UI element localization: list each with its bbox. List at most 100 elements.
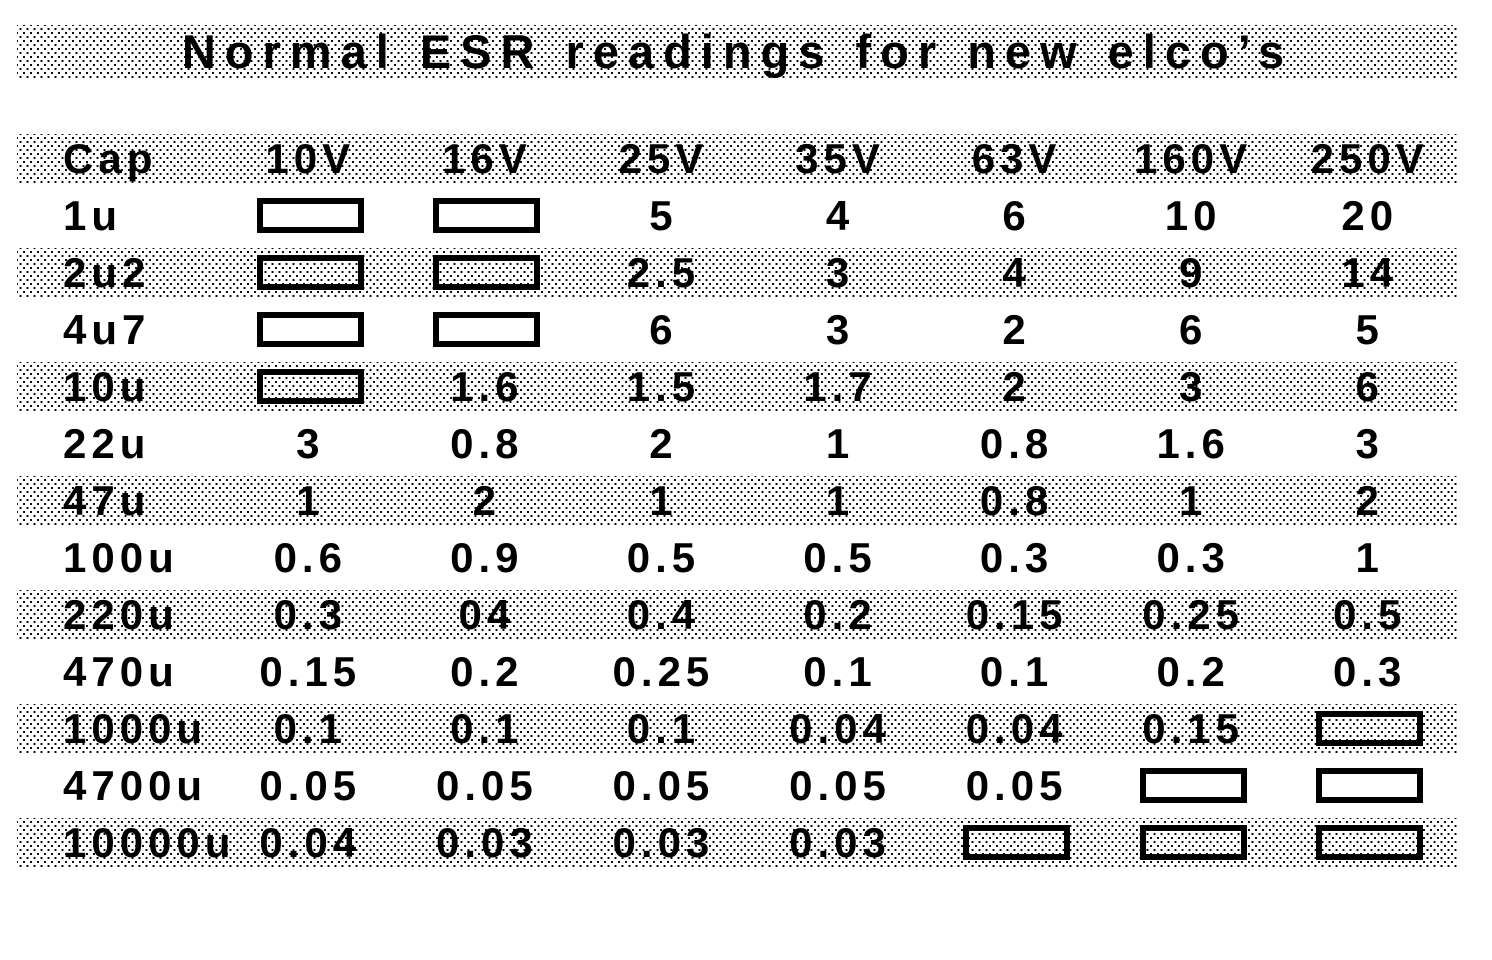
esr-value-cell: 1 bbox=[1281, 529, 1458, 586]
column-header-voltage: 16V bbox=[399, 134, 576, 183]
esr-value: 0.8 bbox=[450, 419, 524, 467]
cap-cell: 220u bbox=[17, 590, 222, 639]
esr-value-cell: 1 bbox=[752, 476, 929, 525]
cap-label: 10u bbox=[63, 362, 151, 410]
column-header-cap: Cap bbox=[17, 134, 222, 183]
esr-value-cell: 0.1 bbox=[928, 643, 1105, 700]
column-header-voltage: 25V bbox=[575, 134, 752, 183]
esr-value: 4 bbox=[1002, 248, 1031, 296]
esr-value: 6 bbox=[1178, 305, 1208, 353]
esr-value-cell bbox=[399, 301, 576, 358]
esr-value-cell: 0.04 bbox=[222, 818, 399, 867]
empty-reading-box bbox=[1316, 768, 1424, 803]
esr-value-cell bbox=[928, 818, 1105, 867]
cap-cell: 470u bbox=[17, 643, 222, 700]
esr-value: 5 bbox=[649, 191, 678, 239]
table-row: 10000u 0.04 0.03 0.03 0.03 bbox=[17, 814, 1458, 871]
esr-value: 0.2 bbox=[450, 647, 524, 695]
esr-value: 0.25 bbox=[612, 647, 715, 695]
esr-value: 6 bbox=[1355, 362, 1384, 410]
table-row: 100u 0.6 0.9 0.5 0.5 0.3 0.3 1 bbox=[17, 529, 1458, 586]
esr-value-cell: 20 bbox=[1281, 187, 1458, 244]
esr-value: 6 bbox=[1002, 191, 1031, 239]
esr-value: 0.05 bbox=[789, 761, 891, 809]
empty-reading-box bbox=[963, 825, 1071, 860]
esr-value: 0.15 bbox=[965, 590, 1068, 638]
esr-value: 0.5 bbox=[1333, 590, 1407, 638]
cap-label: 1000u bbox=[63, 704, 208, 752]
esr-value-cell: 2 bbox=[1281, 476, 1458, 525]
esr-value-cell: 1.7 bbox=[752, 362, 929, 411]
esr-value: 0.3 bbox=[1156, 533, 1230, 581]
esr-table: Cap 10V 16V 25V 35V 63V 160V 250V 1u 5 4 6 10 20 2u2 2.… bbox=[17, 130, 1458, 871]
esr-value-cell: 0.2 bbox=[399, 643, 576, 700]
cap-cell: 1000u bbox=[17, 704, 222, 753]
esr-value-cell bbox=[222, 301, 399, 358]
column-header-voltage: 160V bbox=[1105, 134, 1282, 183]
esr-value-cell: 9 bbox=[1105, 248, 1282, 297]
cap-cell: 1u bbox=[17, 187, 222, 244]
column-header-label: 16V bbox=[441, 134, 532, 182]
header-row: Cap 10V 16V 25V 35V 63V 160V 250V bbox=[17, 130, 1458, 187]
cap-cell: 10u bbox=[17, 362, 222, 411]
column-header-voltage: 250V bbox=[1281, 134, 1458, 183]
cap-label: 4u7 bbox=[63, 305, 151, 353]
esr-value: 10 bbox=[1164, 191, 1222, 239]
esr-value-cell: 5 bbox=[1281, 301, 1458, 358]
title-band: Normal ESR readings for new elco’s bbox=[17, 25, 1458, 78]
table-row: 2u2 2.5 3 4 9 14 bbox=[17, 244, 1458, 301]
esr-value: 0.1 bbox=[979, 647, 1054, 695]
esr-value-cell: 3 bbox=[1105, 362, 1282, 411]
esr-value-cell: 0.05 bbox=[222, 757, 399, 814]
column-header-label: 63V bbox=[971, 134, 1062, 182]
cap-label: 4700u bbox=[63, 761, 208, 809]
esr-value: 1.5 bbox=[626, 362, 701, 410]
column-header-label: 250V bbox=[1310, 134, 1429, 182]
cap-label: 10000u bbox=[63, 818, 236, 866]
esr-value-cell: 0.8 bbox=[928, 476, 1105, 525]
esr-value-cell: 0.8 bbox=[399, 415, 576, 472]
esr-value-cell: 0.3 bbox=[222, 590, 399, 639]
column-header-label: 10V bbox=[265, 134, 356, 182]
column-header-label: 160V bbox=[1134, 134, 1253, 182]
esr-value: 0.1 bbox=[626, 704, 701, 752]
esr-value-cell: 0.4 bbox=[575, 590, 752, 639]
esr-value: 0.05 bbox=[259, 761, 362, 809]
table-row: 4700u 0.05 0.05 0.05 0.05 0.05 bbox=[17, 757, 1458, 814]
esr-value-cell: 0.1 bbox=[575, 704, 752, 753]
esr-value: 0.04 bbox=[259, 818, 362, 866]
esr-value: 20 bbox=[1341, 191, 1399, 239]
cap-label: 47u bbox=[63, 476, 151, 524]
empty-reading-box bbox=[433, 312, 541, 347]
esr-value: 0.03 bbox=[612, 818, 715, 866]
esr-value: 0.05 bbox=[435, 761, 538, 809]
esr-value-cell bbox=[1281, 757, 1458, 814]
esr-value-cell bbox=[399, 187, 576, 244]
esr-value-cell: 0.04 bbox=[752, 704, 929, 753]
esr-value-cell: 0.03 bbox=[752, 818, 929, 867]
esr-value: 9 bbox=[1178, 248, 1208, 296]
esr-value-cell: 0.6 bbox=[222, 529, 399, 586]
esr-value: 0.5 bbox=[803, 533, 877, 581]
cap-label: 22u bbox=[63, 419, 151, 467]
esr-value: 0.15 bbox=[259, 647, 362, 695]
esr-value-cell: 3 bbox=[222, 415, 399, 472]
esr-value-cell: 1.5 bbox=[575, 362, 752, 411]
cap-label: 1u bbox=[63, 191, 123, 239]
esr-value: 0.9 bbox=[450, 533, 524, 581]
esr-value-cell: 2 bbox=[399, 476, 576, 525]
esr-value-cell: 0.9 bbox=[399, 529, 576, 586]
esr-value: 1 bbox=[1355, 533, 1384, 581]
cap-cell: 4700u bbox=[17, 757, 222, 814]
table-row: 47u 1 2 1 1 0.8 1 2 bbox=[17, 472, 1458, 529]
esr-value: 0.8 bbox=[979, 476, 1054, 524]
esr-value: 0.04 bbox=[789, 704, 891, 752]
cap-cell: 100u bbox=[17, 529, 222, 586]
esr-value-cell: 04 bbox=[399, 590, 576, 639]
table-row: 470u 0.15 0.2 0.25 0.1 0.1 0.2 0.3 bbox=[17, 643, 1458, 700]
column-header-voltage: 10V bbox=[222, 134, 399, 183]
cap-label: 220u bbox=[63, 590, 179, 638]
esr-value-cell: 1.6 bbox=[1105, 415, 1282, 472]
esr-value-cell: 0.15 bbox=[1105, 704, 1282, 753]
